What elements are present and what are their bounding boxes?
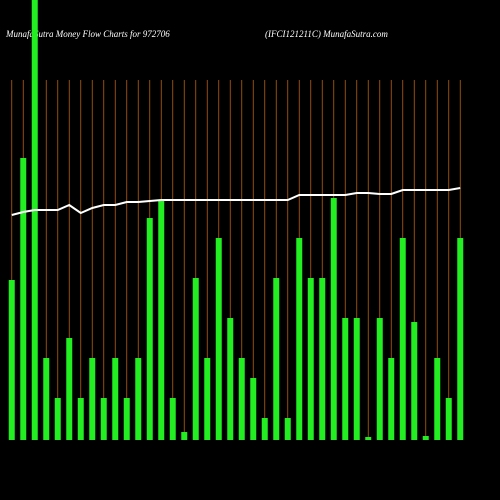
bar — [376, 318, 383, 440]
bar — [330, 198, 337, 440]
bar — [158, 200, 165, 440]
chart-title: MunafaSutra Money Flow Charts for 972706 — [5, 29, 170, 39]
bar — [273, 278, 280, 440]
bar — [43, 358, 50, 440]
bar — [365, 437, 372, 440]
line — [11, 187, 461, 216]
bar — [319, 278, 326, 440]
bar — [8, 280, 15, 440]
bar — [399, 238, 406, 440]
bar — [422, 436, 429, 440]
bar — [146, 218, 153, 440]
bar — [135, 358, 142, 440]
bar — [89, 358, 96, 440]
bar — [100, 398, 107, 440]
bar — [77, 398, 84, 440]
bar — [54, 398, 61, 440]
bar — [411, 322, 418, 440]
bar — [215, 238, 222, 440]
bar — [192, 278, 199, 440]
bar — [31, 0, 38, 440]
bar — [66, 338, 73, 440]
chart-subtitle: (IFCI121211C) MunafaSutra.com — [265, 29, 388, 39]
bar — [284, 418, 291, 440]
bar — [204, 358, 211, 440]
bar — [353, 318, 360, 440]
bar — [388, 358, 395, 440]
bar — [227, 318, 234, 440]
bar — [181, 432, 188, 440]
bar — [250, 378, 257, 440]
bar — [445, 398, 452, 440]
bar — [20, 158, 27, 440]
plot-area — [8, 0, 464, 440]
bar — [434, 358, 441, 440]
bar — [307, 278, 314, 440]
bar — [296, 238, 303, 440]
bar — [112, 358, 119, 440]
bar — [238, 358, 245, 440]
bar — [169, 398, 176, 440]
bar — [123, 398, 130, 440]
bar — [457, 238, 464, 440]
bar — [261, 418, 268, 440]
bar — [342, 318, 349, 440]
